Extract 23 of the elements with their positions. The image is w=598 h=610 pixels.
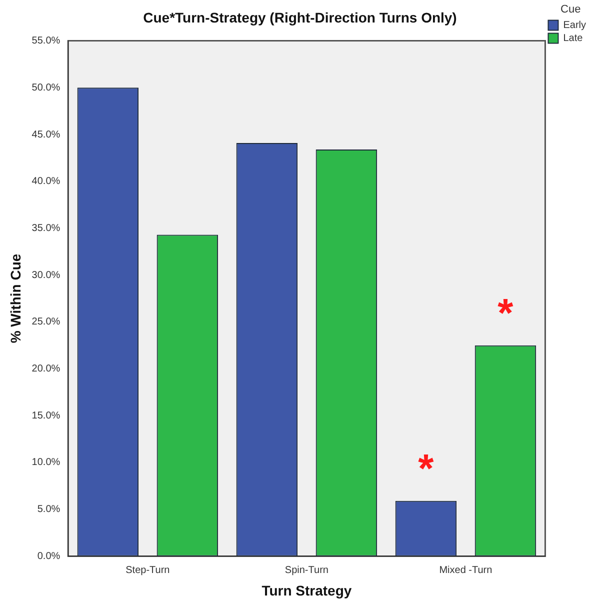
annotation: * — [418, 446, 434, 491]
x-tick-label: Mixed -Turn — [439, 564, 492, 576]
y-tick-label: 10.0% — [32, 457, 60, 468]
x-tick-label: Spin-Turn — [284, 564, 328, 576]
y-tick-label: 35.0% — [32, 222, 60, 234]
y-tick-label: 55.0% — [32, 36, 60, 47]
y-axis-title: % Within Cue — [7, 254, 24, 344]
y-tick-label: 5.0% — [37, 504, 60, 516]
y-tick-label: 30.0% — [32, 270, 60, 281]
y-tick-label: 25.0% — [32, 316, 60, 328]
legend-title: Cue — [560, 4, 581, 16]
y-tick-label: 0.0% — [37, 550, 60, 562]
legend-label: Late — [563, 32, 584, 44]
chart-title: Cue*Turn-Strategy (Right-Direction Turns Only) — [143, 9, 457, 26]
y-tick-label: 45.0% — [32, 129, 60, 140]
x-tick-label: Step-Turn — [126, 564, 170, 576]
annotation: * — [498, 291, 514, 336]
y-tick-label: 20.0% — [32, 364, 60, 375]
y-tick-label: 40.0% — [32, 176, 60, 188]
x-axis-title: Turn Strategy — [262, 582, 352, 598]
y-tick-label: 50.0% — [32, 82, 60, 94]
legend-label: Early — [563, 20, 586, 31]
y-tick-label: 15.0% — [32, 410, 60, 422]
